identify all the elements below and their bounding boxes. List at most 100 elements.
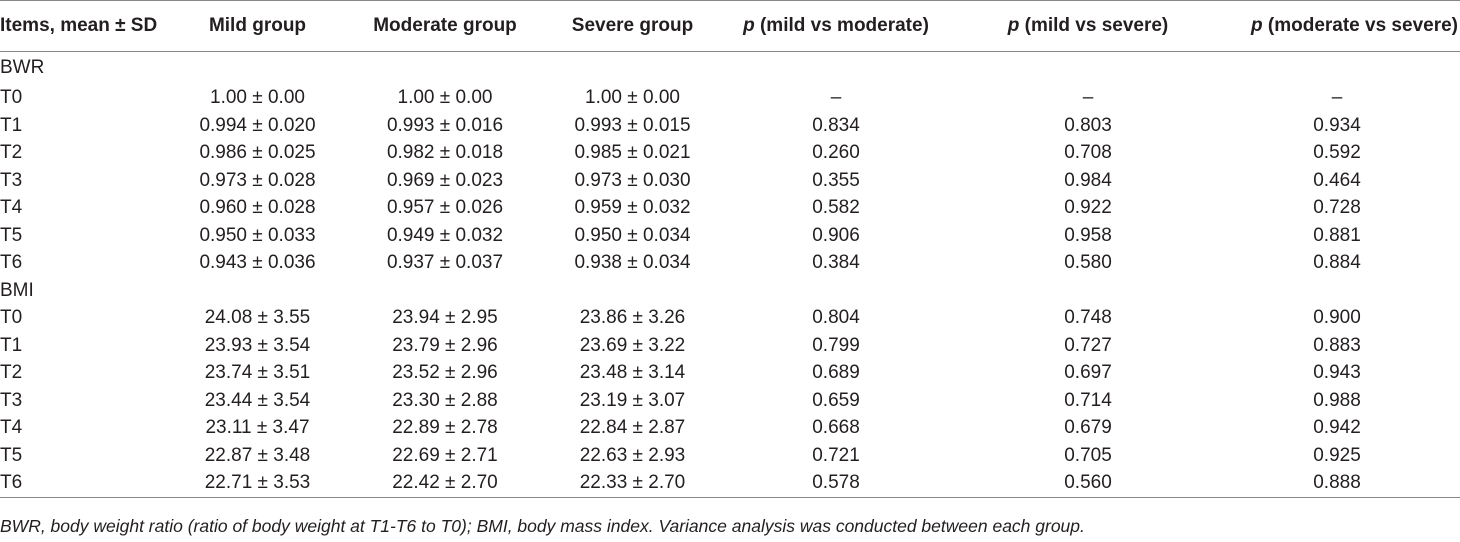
cell-p-moderate-severe: 0.900 <box>1313 307 1361 329</box>
header-p-moderate-severe: p (moderate vs severe) <box>1214 0 1460 52</box>
table-header: Items, mean ± SD Mild group Moderate gro… <box>0 0 1460 52</box>
cell-p-mild-severe: 0.714 <box>1064 389 1112 411</box>
cell-p-mild-moderate: 0.834 <box>812 114 860 136</box>
cell-moderate: 0.949 ± 0.032 <box>386 224 504 246</box>
cell-mild: 0.973 ± 0.028 <box>199 169 316 191</box>
cell-p-mild-severe: 0.708 <box>1064 142 1112 164</box>
cell-p-mild-severe: 0.803 <box>1064 114 1112 136</box>
cell-mild: 23.74 ± 3.51 <box>204 362 311 384</box>
section-label: BMI <box>0 279 34 301</box>
table-row: T5 22.87 ± 3.48 22.69 ± 2.71 22.63 ± 2.93 0.… <box>0 442 1460 470</box>
section-row: BWR <box>0 52 1460 85</box>
section-label: BWR <box>0 57 45 79</box>
cell-p-mild-severe: 0.984 <box>1064 169 1112 191</box>
table-row: T4 23.11 ± 3.47 22.89 ± 2.78 22.84 ± 2.87 0.… <box>0 415 1460 443</box>
header-items: Items, mean ± SD <box>0 0 180 52</box>
p-symbol: p <box>743 15 755 36</box>
cell-item: T0 <box>0 307 23 329</box>
cell-mild: 22.71 ± 3.53 <box>180 469 335 498</box>
cell-severe: 0.950 ± 0.034 <box>574 224 691 246</box>
header-severe: Severe group <box>555 0 710 52</box>
cell-item: T6 <box>0 252 23 274</box>
cell-mild: 0.994 ± 0.020 <box>199 114 316 136</box>
cell-item: T5 <box>0 444 23 466</box>
cell-severe: 23.86 ± 3.26 <box>579 307 686 329</box>
cell-moderate: 22.69 ± 2.71 <box>392 444 498 466</box>
cell-mild: 1.00 ± 0.00 <box>210 87 305 109</box>
cell-item: T3 <box>0 169 23 191</box>
cell-p-mild-moderate: 0.659 <box>812 389 860 411</box>
cell-p-moderate-severe: 0.988 <box>1313 389 1361 411</box>
cell-p-mild-moderate: 0.578 <box>710 469 962 498</box>
cell-moderate: 23.79 ± 2.96 <box>392 334 498 356</box>
cell-moderate: 0.993 ± 0.016 <box>386 114 504 136</box>
cell-severe: 22.33 ± 2.70 <box>555 469 710 498</box>
cell-mild: 0.960 ± 0.028 <box>199 197 316 219</box>
cell-p-moderate-severe: 0.881 <box>1313 224 1361 246</box>
cell-severe: 1.00 ± 0.00 <box>585 87 680 109</box>
table-row: T0 24.08 ± 3.55 23.94 ± 2.95 23.86 ± 3.26 0.… <box>0 305 1460 333</box>
cell-p-mild-moderate: 0.721 <box>812 444 860 466</box>
cell-p-mild-severe: 0.958 <box>1064 224 1112 246</box>
table-row: T2 23.74 ± 3.51 23.52 ± 2.96 23.48 ± 3.14 0.… <box>0 360 1460 388</box>
cell-p-moderate-severe: 0.942 <box>1313 417 1361 439</box>
cell-p-mild-moderate: 0.804 <box>812 307 860 329</box>
p-symbol: p <box>1007 15 1020 36</box>
cell-mild: 0.986 ± 0.025 <box>199 142 316 164</box>
cell-moderate: 22.42 ± 2.70 <box>335 469 555 498</box>
table-row: T6 22.71 ± 3.53 22.42 ± 2.70 22.33 ± 2.70 0.… <box>0 469 1460 498</box>
cell-mild: 23.93 ± 3.54 <box>204 334 311 356</box>
cell-p-mild-severe: 0.580 <box>1064 252 1112 274</box>
header-p-mild-severe-label: (mild vs severe) <box>1024 15 1169 36</box>
cell-severe: 23.19 ± 3.07 <box>579 389 686 411</box>
cell-p-mild-moderate: 0.906 <box>812 224 860 246</box>
p-symbol: p <box>1251 15 1263 36</box>
cell-mild: 24.08 ± 3.55 <box>204 307 311 329</box>
footnote: BWR, body weight ratio (ratio of body we… <box>0 516 1085 536</box>
cell-item: T2 <box>0 362 23 384</box>
cell-p-mild-moderate: 0.260 <box>812 142 860 164</box>
cell-p-moderate-severe: 0.943 <box>1313 362 1361 384</box>
cell-p-moderate-severe: 0.925 <box>1313 444 1361 466</box>
header-p-mild-moderate-label: (mild vs moderate) <box>759 15 929 36</box>
cell-mild: 23.44 ± 3.54 <box>204 389 311 411</box>
table-row: T1 0.994 ± 0.020 0.993 ± 0.016 0.993 ± 0.01… <box>0 112 1460 140</box>
cell-moderate: 0.982 ± 0.018 <box>386 142 504 164</box>
cell-p-moderate-severe: 0.592 <box>1313 142 1361 164</box>
cell-p-mild-severe: 0.727 <box>1064 334 1112 356</box>
table-body: BWR T0 1.00 ± 0.00 1.00 ± 0.00 1.00 ± 0.00 – –… <box>0 52 1460 498</box>
header-p-mild-moderate: p (mild vs moderate) <box>710 0 962 52</box>
cell-moderate: 0.969 ± 0.023 <box>386 169 504 191</box>
header-row: Items, mean ± SD Mild group Moderate gro… <box>0 0 1460 52</box>
cell-mild: 23.11 ± 3.47 <box>205 417 310 439</box>
cell-p-mild-severe: 0.922 <box>1064 197 1112 219</box>
table-row: T6 0.943 ± 0.036 0.937 ± 0.037 0.938 ± 0.03… <box>0 250 1460 278</box>
cell-p-moderate-severe: 0.884 <box>1313 252 1361 274</box>
table-row: T5 0.950 ± 0.033 0.949 ± 0.032 0.950 ± 0.03… <box>0 222 1460 250</box>
cell-p-moderate-severe: 0.728 <box>1313 197 1361 219</box>
cell-p-mild-severe: 0.560 <box>962 469 1214 498</box>
cell-moderate: 23.52 ± 2.96 <box>392 362 498 384</box>
cell-p-mild-moderate: – <box>830 87 842 109</box>
cell-moderate: 0.937 ± 0.037 <box>386 252 504 274</box>
cell-severe: 0.973 ± 0.030 <box>574 169 691 191</box>
cell-p-moderate-severe: 0.888 <box>1214 469 1460 498</box>
cell-mild: 22.87 ± 3.48 <box>204 444 311 466</box>
cell-severe: 0.938 ± 0.034 <box>574 252 691 274</box>
cell-item: T1 <box>0 114 23 136</box>
cell-severe: 0.993 ± 0.015 <box>574 114 691 136</box>
cell-p-mild-severe: 0.748 <box>1064 307 1112 329</box>
cell-mild: 0.950 ± 0.033 <box>199 224 316 246</box>
table-row: T3 0.973 ± 0.028 0.969 ± 0.023 0.973 ± 0.03… <box>0 167 1460 195</box>
cell-severe: 0.959 ± 0.032 <box>574 197 691 219</box>
cell-moderate: 23.30 ± 2.88 <box>392 389 498 411</box>
cell-p-mild-moderate: 0.384 <box>812 252 860 274</box>
header-p-mild-severe: p (mild vs severe) <box>962 0 1214 52</box>
cell-moderate: 22.89 ± 2.78 <box>392 417 498 439</box>
cell-severe: 23.48 ± 3.14 <box>579 362 686 384</box>
table-row: T2 0.986 ± 0.025 0.982 ± 0.018 0.985 ± 0.02… <box>0 140 1460 168</box>
header-moderate: Moderate group <box>335 0 555 52</box>
cell-item: T4 <box>0 197 23 219</box>
cell-p-mild-moderate: 0.582 <box>812 197 860 219</box>
